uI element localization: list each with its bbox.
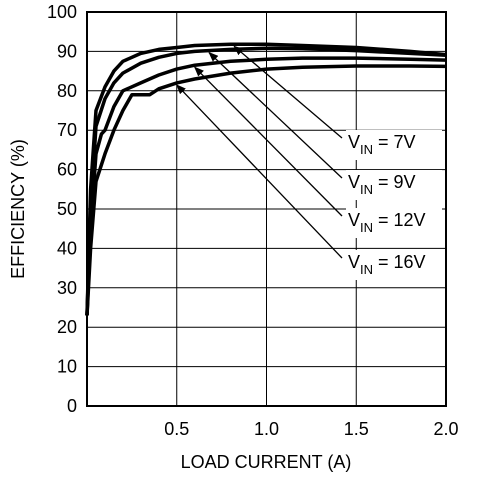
y-tick-label: 50	[57, 199, 77, 219]
annotation-bg	[346, 208, 442, 238]
y-tick-label: 40	[57, 238, 77, 258]
y-axis-label: EFFICIENCY (%)	[8, 139, 28, 279]
series-line-1	[85, 46, 447, 316]
annotation-label: VIN = 9V	[348, 172, 416, 197]
x-tick-label: 2.0	[433, 419, 458, 439]
y-tick-label: 10	[57, 357, 77, 377]
x-axis-label: LOAD CURRENT (A)	[181, 452, 352, 472]
annotation-bg	[346, 130, 442, 160]
x-tick-label: 1.5	[344, 419, 369, 439]
series-line-2	[85, 56, 447, 316]
annotation-bg	[346, 250, 442, 280]
tick-labels: 0 10 20 30 40 50 60 70 80 90 100 0.5 1.0 1.5 2.0	[47, 2, 459, 439]
plot-frame	[86, 11, 447, 407]
series-line-3	[85, 64, 447, 316]
annotation-label: VIN = 16V	[348, 252, 426, 277]
y-tick-label: 80	[57, 81, 77, 101]
y-tick-label: 60	[57, 160, 77, 180]
series-lines	[85, 42, 447, 316]
annotation-bg	[346, 170, 442, 200]
annotation-label: VIN = 12V	[348, 210, 426, 235]
x-tick-label: 0.5	[164, 419, 189, 439]
annotation-label: VIN = 7V	[348, 132, 416, 157]
y-tick-label: 20	[57, 317, 77, 337]
y-tick-label: 100	[47, 2, 77, 22]
y-tick-label: 0	[67, 396, 77, 416]
y-tick-label: 90	[57, 41, 77, 61]
y-tick-label: 30	[57, 278, 77, 298]
y-tick-label: 70	[57, 120, 77, 140]
series-line-0	[85, 42, 447, 316]
annotation-arrow	[176, 84, 343, 259]
annotations: VIN = 7V VIN = 9V VIN = 12V VIN = 16V	[176, 45, 442, 280]
grid-lines	[87, 12, 446, 406]
annotation-arrow	[233, 45, 343, 139]
annotation-arrow	[193, 66, 343, 217]
annotation-arrow	[208, 51, 343, 179]
x-tick-label: 1.0	[254, 419, 279, 439]
